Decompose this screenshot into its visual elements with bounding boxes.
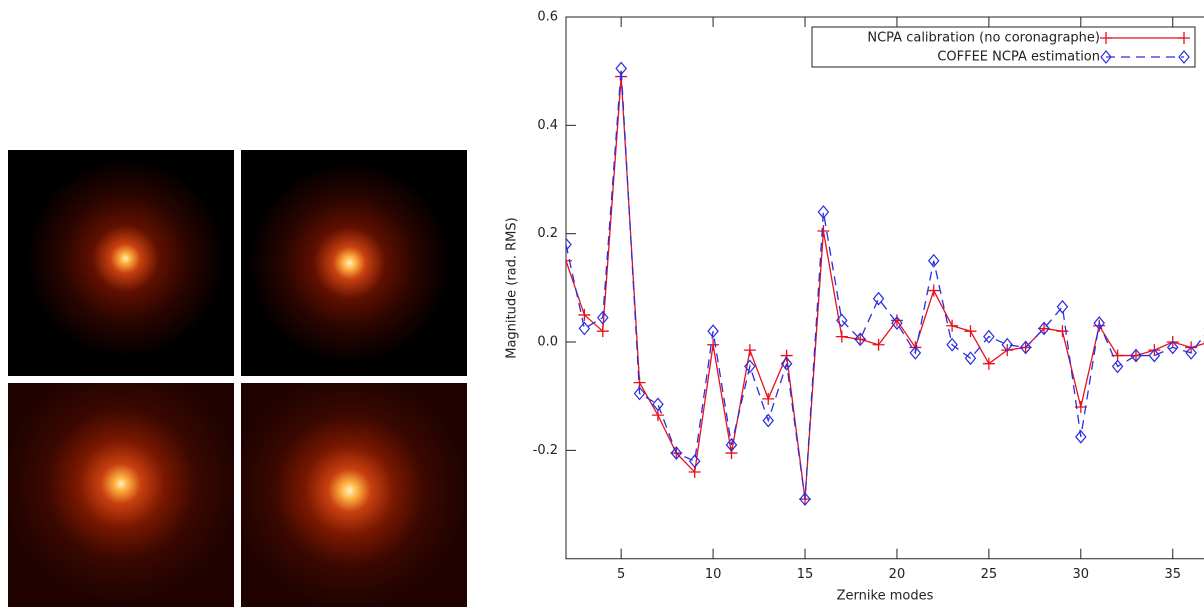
- marker: [1056, 325, 1069, 338]
- marker: [652, 397, 664, 412]
- marker: [1056, 299, 1069, 314]
- marker: [670, 446, 683, 461]
- y-tick-label: 0.6: [537, 10, 558, 25]
- marker: [982, 357, 995, 370]
- marker: [1038, 321, 1050, 336]
- psf-image: [241, 150, 467, 376]
- marker: [946, 337, 958, 352]
- marker: [836, 313, 848, 328]
- marker: [1178, 32, 1190, 44]
- x-tick-label: 25: [981, 567, 998, 582]
- marker: [1111, 359, 1124, 374]
- marker: [1129, 349, 1142, 362]
- marker: [1100, 32, 1112, 44]
- y-axis-title: Magnitude (rad. RMS): [505, 217, 520, 358]
- marker: [1130, 348, 1142, 363]
- marker: [983, 329, 995, 344]
- marker: [615, 61, 627, 76]
- marker: [927, 284, 940, 297]
- marker: [891, 316, 903, 330]
- marker: [566, 237, 572, 252]
- plot-area: [566, 61, 1204, 507]
- marker: [762, 392, 775, 405]
- marker: [780, 349, 793, 362]
- marker: [817, 205, 830, 219]
- marker: [596, 310, 609, 325]
- legend-label: NCPA calibration (no coronagraphe): [867, 31, 1100, 46]
- x-tick-label: 20: [889, 567, 906, 582]
- series-line: [566, 76, 1204, 500]
- marker: [854, 333, 867, 346]
- psf-image: [8, 383, 234, 607]
- psf-image: [241, 383, 467, 607]
- marker: [707, 338, 720, 351]
- marker: [964, 325, 977, 338]
- marker: [596, 325, 609, 338]
- x-tick-label: 35: [1164, 567, 1181, 582]
- marker: [909, 345, 922, 360]
- marker: [1001, 337, 1014, 352]
- marker: [1093, 316, 1105, 330]
- marker: [817, 224, 830, 237]
- series-line: [566, 68, 1204, 500]
- marker: [1185, 345, 1197, 360]
- psf-image: [8, 150, 234, 376]
- x-tick-label: 5: [617, 567, 625, 582]
- marker: [872, 291, 885, 306]
- marker: [578, 321, 591, 336]
- marker: [799, 492, 811, 507]
- marker: [1166, 340, 1179, 355]
- x-tick-label: 10: [705, 567, 722, 582]
- x-axis-title: Zernike modes: [837, 589, 934, 604]
- x-tick-label: 15: [797, 567, 814, 582]
- marker: [762, 413, 775, 428]
- marker: [744, 359, 756, 374]
- marker: [633, 386, 646, 401]
- y-tick-label: 0.4: [537, 118, 558, 133]
- marker: [854, 332, 866, 347]
- marker: [743, 344, 756, 357]
- marker: [725, 447, 738, 460]
- marker: [872, 338, 885, 351]
- marker: [725, 438, 738, 452]
- legend-label: COFFEE NCPA estimation: [937, 50, 1100, 65]
- marker: [707, 324, 719, 339]
- marker: [835, 330, 848, 343]
- y-tick-label: -0.2: [533, 443, 558, 458]
- y-tick-label: 0.2: [537, 226, 558, 241]
- axis-frame: [565, 16, 1204, 560]
- marker: [946, 319, 959, 332]
- marker: [927, 253, 940, 268]
- marker: [1100, 50, 1112, 64]
- y-tick-label: 0.0: [537, 335, 558, 350]
- marker: [578, 308, 591, 321]
- marker: [780, 356, 793, 371]
- marker: [964, 351, 977, 366]
- legend-box: [811, 26, 1196, 68]
- marker: [688, 454, 701, 469]
- marker: [1038, 322, 1051, 335]
- x-tick-label: 30: [1073, 567, 1090, 582]
- marker: [1019, 340, 1032, 355]
- marker: [1148, 348, 1161, 363]
- marker: [1178, 50, 1190, 64]
- marker: [1075, 429, 1087, 444]
